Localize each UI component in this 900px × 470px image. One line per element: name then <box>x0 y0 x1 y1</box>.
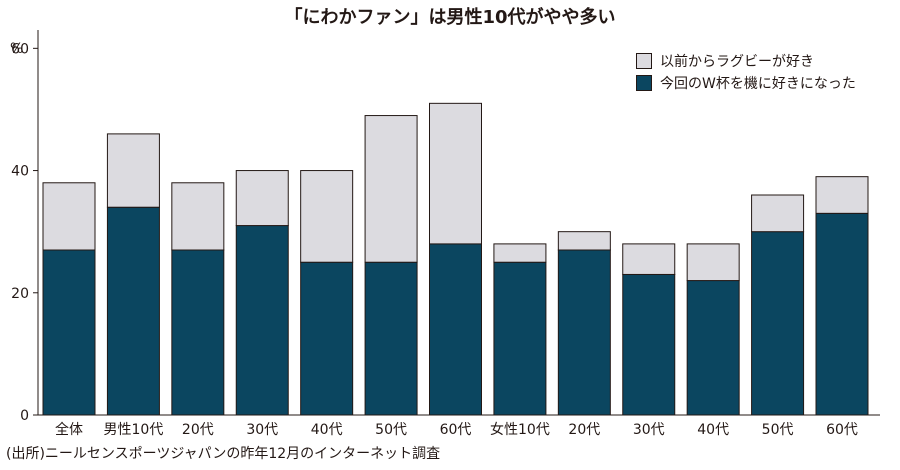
bar-like-before <box>751 194 805 233</box>
x-tick-label: 20代 <box>182 422 214 438</box>
bar-became-fan <box>42 249 96 416</box>
y-tick-label: 40 <box>11 164 29 180</box>
bar-became-fan <box>106 206 160 416</box>
bar-like-before <box>429 102 482 245</box>
bar-became-fan <box>557 249 611 416</box>
bar-became-fan <box>815 212 869 416</box>
y-tick-label: 0 <box>20 408 29 424</box>
legend-item-became-fan: 今回のW杯を機に好きになった <box>636 72 856 94</box>
bar-became-fan <box>622 273 676 416</box>
bar-like-before <box>235 170 289 227</box>
bar-became-fan <box>493 261 547 416</box>
bar-like-before <box>106 133 160 208</box>
bar-became-fan <box>686 280 740 416</box>
y-axis-unit: % <box>10 41 23 57</box>
x-tick-label: 50代 <box>375 422 407 438</box>
bar-like-before <box>622 243 676 275</box>
bars-layer <box>42 102 869 416</box>
bar-became-fan <box>751 231 805 416</box>
x-tick-label: 40代 <box>697 422 729 438</box>
bar-like-before <box>686 243 740 282</box>
bar-became-fan <box>429 243 482 416</box>
bar-became-fan <box>300 261 354 416</box>
axes-layer: 全体 男性10代 20代 30代 40代 50代 60代 女性10代 20代 30代 40代 50代 6… <box>10 30 880 438</box>
legend-label-like-before: 以前からラグビーが好き <box>660 54 814 70</box>
x-tick-label: 全体 <box>55 421 83 438</box>
bar-like-before <box>493 243 547 263</box>
bar-like-before <box>171 182 225 251</box>
legend-item-like-before: 以前からラグビーが好き <box>636 50 856 72</box>
legend: 以前からラグビーが好き 今回のW杯を機に好きになった <box>636 50 856 94</box>
bar-like-before <box>815 176 869 214</box>
x-tick-label: 30代 <box>633 422 665 438</box>
bar-like-before <box>557 231 611 251</box>
legend-swatch-like-before <box>636 53 652 69</box>
x-tick-label: 女性10代 <box>490 421 550 438</box>
x-tick-label: 60代 <box>826 422 858 438</box>
bar-like-before <box>364 115 418 263</box>
legend-label-became-fan: 今回のW杯を機に好きになった <box>660 76 856 92</box>
x-tick-label: 40代 <box>311 422 343 438</box>
bar-became-fan <box>171 249 225 416</box>
y-tick-label: 20 <box>11 286 29 302</box>
x-tick-label: 20代 <box>568 422 600 438</box>
legend-swatch-became-fan <box>636 75 652 91</box>
x-tick-label: 60代 <box>440 422 472 438</box>
bar-like-before <box>42 182 96 251</box>
chart-title: 「にわかファン」は男性10代がやや多い <box>284 7 616 28</box>
x-tick-label: 50代 <box>762 422 794 438</box>
bar-like-before <box>300 170 354 263</box>
bar-became-fan <box>235 225 289 416</box>
bar-became-fan <box>364 261 418 416</box>
y-tick-label: 60 <box>11 41 29 57</box>
source-note: (出所)ニールセンスポーツジャパンの昨年12月のインターネット調査 <box>6 446 441 462</box>
x-tick-label: 30代 <box>246 422 278 438</box>
x-tick-label: 男性10代 <box>104 422 164 438</box>
